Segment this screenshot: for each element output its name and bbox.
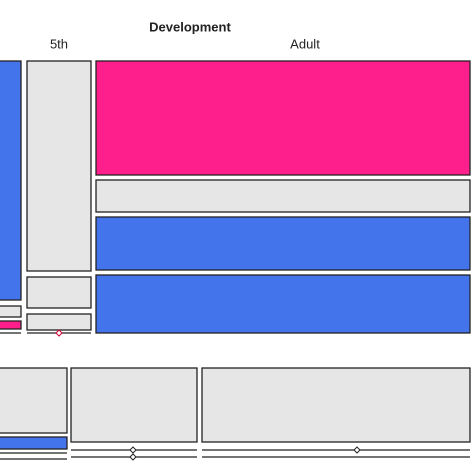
column-label: 5th	[50, 36, 68, 51]
tile	[70, 367, 198, 443]
tile	[201, 367, 471, 443]
tile	[0, 305, 22, 318]
tile	[95, 179, 471, 213]
tile	[0, 436, 68, 450]
diamond	[129, 453, 137, 461]
tile	[95, 60, 471, 176]
diamond	[55, 329, 63, 337]
upper-tiles	[0, 60, 471, 337]
diamond	[353, 446, 361, 454]
tile	[0, 367, 68, 434]
diamond	[129, 446, 137, 454]
tile	[95, 274, 471, 334]
lower-tiles	[0, 367, 471, 461]
tile	[95, 216, 471, 271]
tile	[26, 276, 92, 309]
tile	[0, 320, 22, 330]
tile	[26, 60, 92, 272]
tile	[26, 313, 92, 331]
tile	[0, 60, 22, 301]
column-label: Adult	[290, 36, 320, 51]
chart-title: Development	[149, 19, 231, 34]
